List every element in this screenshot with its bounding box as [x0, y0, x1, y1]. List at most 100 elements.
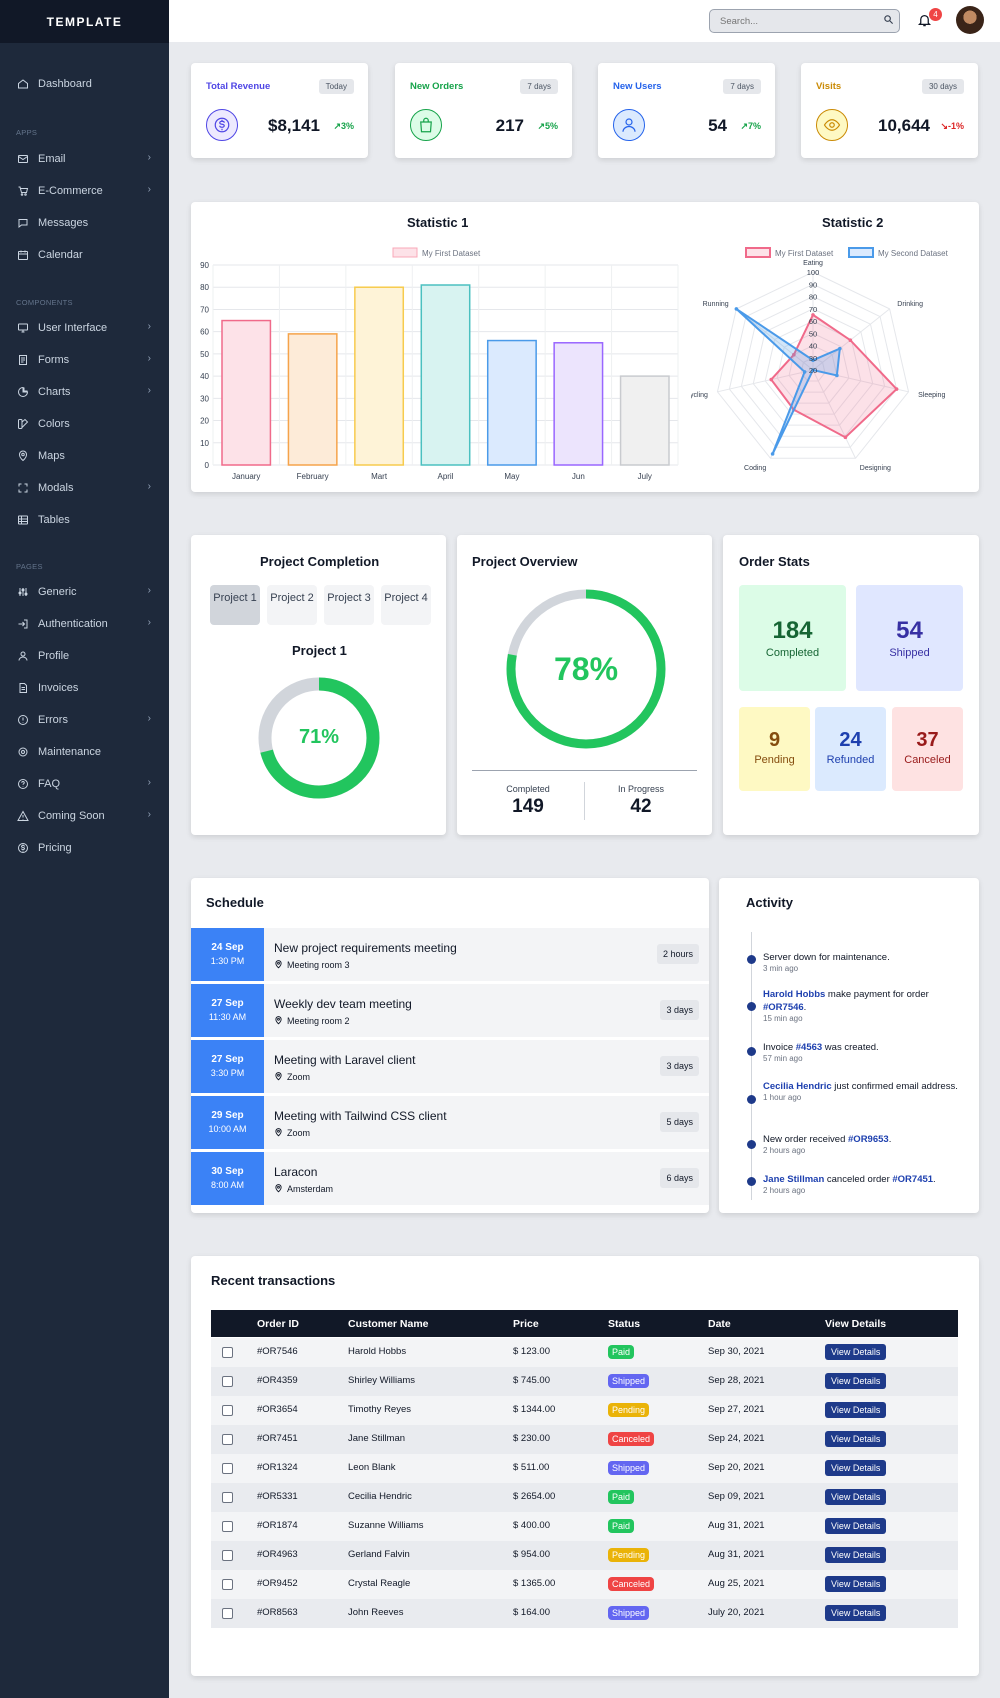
row-checkbox[interactable] — [222, 1463, 233, 1474]
sidebar-item-generic[interactable]: Generic › — [0, 578, 169, 606]
activity-link[interactable]: Cecilia Hendric — [763, 1081, 832, 1092]
kpi-period-pill[interactable]: 30 days — [921, 79, 964, 94]
shopping-bag-icon — [410, 109, 442, 141]
sidebar-item-forms[interactable]: Forms › — [0, 346, 169, 374]
sidebar-item-messages[interactable]: Messages — [0, 209, 169, 237]
sidebar-item-email[interactable]: Email › — [0, 145, 169, 173]
timeline-dot — [747, 955, 756, 964]
tab-project-3[interactable]: Project 3 — [324, 585, 374, 625]
column-header-status[interactable]: Status — [608, 1318, 641, 1330]
bell-icon[interactable] — [917, 12, 932, 28]
sidebar-item-e-commerce[interactable]: E-Commerce › — [0, 177, 169, 205]
sidebar-item-authentication[interactable]: Authentication › — [0, 610, 169, 638]
kpi-title: Total Revenue — [206, 81, 271, 92]
tab-project-1[interactable]: Project 1 — [210, 585, 260, 625]
shipped-stat-label: Shipped — [889, 647, 930, 659]
overview-progress-ring — [506, 589, 666, 749]
tab-project-4[interactable]: Project 4 — [381, 585, 431, 625]
activity-link[interactable]: #OR7451 — [892, 1174, 934, 1185]
row-checkbox[interactable] — [222, 1550, 233, 1561]
view-details-button[interactable]: View Details — [825, 1402, 887, 1418]
table-row: #OR8563 John Reeves $ 164.00 Shipped July 20… — [211, 1599, 958, 1628]
kpi-period-pill[interactable]: 7 days — [520, 79, 558, 94]
tab-project-2[interactable]: Project 2 — [267, 585, 317, 625]
shipped-stat: 54 Shipped — [856, 585, 963, 691]
customer-name: Leon Blank — [348, 1462, 396, 1473]
chevron-right-icon: › — [147, 184, 151, 195]
sidebar-item-coming-soon[interactable]: Coming Soon › — [0, 802, 169, 830]
view-details-button[interactable]: View Details — [825, 1576, 887, 1592]
order-date: Sep 30, 2021 — [708, 1346, 765, 1357]
activity-link[interactable]: Jane Stillman — [763, 1174, 825, 1185]
e-commerce-icon — [16, 185, 29, 198]
customer-name: Shirley Williams — [348, 1375, 416, 1386]
kpi-period-pill[interactable]: Today — [318, 79, 354, 94]
search-icon[interactable] — [883, 14, 894, 25]
activity-text-part: was created. — [822, 1042, 879, 1053]
activity-link[interactable]: #4563 — [795, 1042, 823, 1053]
schedule-item[interactable]: 30 Sep 8:00 AM Laracon Amsterdam 6 days — [191, 1152, 709, 1205]
sidebar-item-errors[interactable]: Errors › — [0, 706, 169, 734]
status-badge: Shipped — [608, 1374, 650, 1388]
activity-link[interactable]: Harold Hobbs — [763, 989, 826, 1000]
row-checkbox[interactable] — [222, 1492, 233, 1503]
row-checkbox[interactable] — [222, 1347, 233, 1358]
status-badge: Canceled — [608, 1432, 655, 1446]
sidebar-item-calendar[interactable]: Calendar — [0, 241, 169, 269]
kpi-period-pill[interactable]: 7 days — [723, 79, 761, 94]
customer-name: Cecilia Hendric — [348, 1491, 412, 1502]
price: $ 164.00 — [513, 1607, 550, 1618]
schedule-item[interactable]: 29 Sep 10:00 AM Meeting with Tailwind CSS … — [191, 1096, 709, 1149]
sidebar-item-maps[interactable]: Maps — [0, 442, 169, 470]
activity-link[interactable]: #OR7546 — [763, 1002, 804, 1013]
coming-soon-icon — [16, 810, 29, 823]
column-header-view-details[interactable]: View Details — [825, 1318, 887, 1330]
sidebar-item-dashboard[interactable]: Dashboard — [0, 70, 169, 98]
sidebar-item-colors[interactable]: Colors — [0, 410, 169, 438]
sidebar-item-label: FAQ — [38, 778, 61, 790]
sidebar-item-invoices[interactable]: Invoices — [0, 674, 169, 702]
column-header-order-id[interactable]: Order ID — [257, 1318, 300, 1330]
row-checkbox[interactable] — [222, 1434, 233, 1445]
view-details-button[interactable]: View Details — [825, 1460, 887, 1476]
row-checkbox[interactable] — [222, 1608, 233, 1619]
statistic-2-title: Statistic 2 — [822, 215, 884, 230]
sidebar-item-tables[interactable]: Tables — [0, 506, 169, 534]
row-checkbox[interactable] — [222, 1521, 233, 1532]
row-checkbox[interactable] — [222, 1376, 233, 1387]
view-details-button[interactable]: View Details — [825, 1489, 887, 1505]
project-progress-percent: 71% — [298, 726, 340, 748]
column-header-customer-name[interactable]: Customer Name — [348, 1318, 429, 1330]
sidebar-item-modals[interactable]: Modals › — [0, 474, 169, 502]
schedule-item[interactable]: 27 Sep 3:30 PM Meeting with Laravel client… — [191, 1040, 709, 1093]
sidebar-item-profile[interactable]: Profile — [0, 642, 169, 670]
view-details-button[interactable]: View Details — [825, 1605, 887, 1621]
column-header-price[interactable]: Price — [513, 1318, 539, 1330]
sidebar-item-faq[interactable]: FAQ › — [0, 770, 169, 798]
view-details-button[interactable]: View Details — [825, 1431, 887, 1447]
eye-icon — [816, 109, 848, 141]
brand-logo[interactable]: TEMPLATE — [0, 0, 169, 43]
dashboard-icon — [16, 78, 29, 91]
sidebar-item-pricing[interactable]: Pricing — [0, 834, 169, 862]
sidebar-item-charts[interactable]: Charts › — [0, 378, 169, 406]
row-checkbox[interactable] — [222, 1579, 233, 1590]
avatar[interactable] — [956, 6, 984, 34]
column-header-date[interactable]: Date — [708, 1318, 731, 1330]
schedule-date: 24 Sep — [211, 942, 244, 953]
r-tick-label: 50 — [809, 329, 817, 338]
search-input[interactable] — [709, 9, 900, 33]
view-details-button[interactable]: View Details — [825, 1518, 887, 1534]
row-checkbox[interactable] — [222, 1405, 233, 1416]
sidebar-item-maintenance[interactable]: Maintenance — [0, 738, 169, 766]
schedule-duration-badge: 3 days — [660, 1056, 699, 1076]
sidebar-item-user-interface[interactable]: User Interface › — [0, 314, 169, 342]
schedule-item[interactable]: 24 Sep 1:30 PM New project requirements me… — [191, 928, 709, 981]
order-date: Sep 28, 2021 — [708, 1375, 765, 1386]
view-details-button[interactable]: View Details — [825, 1373, 887, 1389]
activity-link[interactable]: #OR9653 — [848, 1134, 889, 1145]
schedule-item[interactable]: 27 Sep 11:30 AM Weekly dev team meeting Mee… — [191, 984, 709, 1037]
view-details-button[interactable]: View Details — [825, 1547, 887, 1563]
overview-percent: 78% — [553, 651, 619, 687]
view-details-button[interactable]: View Details — [825, 1344, 887, 1360]
